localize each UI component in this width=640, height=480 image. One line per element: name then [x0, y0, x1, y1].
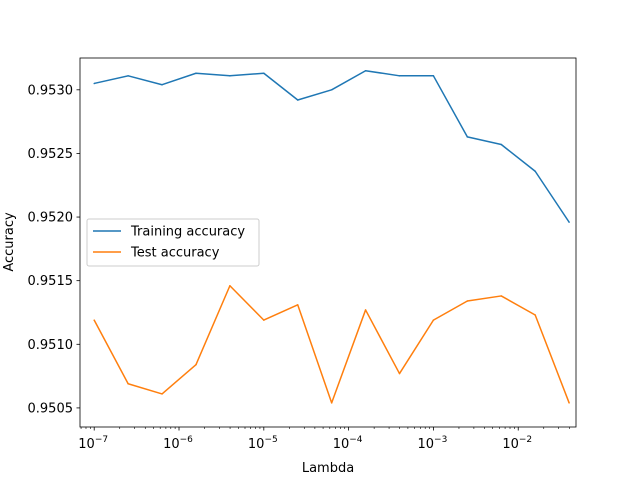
data-point: [229, 75, 231, 77]
y-tick-label: 0.9520: [28, 211, 74, 226]
x-tick-label: 10−4: [333, 435, 363, 452]
x-tick-label: 10−7: [78, 435, 108, 452]
legend-box: [86, 218, 260, 267]
data-point: [500, 295, 503, 297]
data-point: [568, 221, 570, 223]
y-tick-label: 0.9525: [28, 147, 74, 162]
data-point: [161, 83, 163, 86]
data-point: [127, 75, 129, 77]
data-point: [568, 402, 570, 404]
data-point: [93, 319, 95, 321]
x-axis-label: Lambda: [302, 461, 354, 476]
data-point: [195, 72, 197, 75]
plot-frame: [79, 57, 577, 428]
data-point: [296, 99, 299, 101]
data-point: [263, 319, 265, 321]
legend-item: Test accuracy: [93, 246, 220, 261]
data-point: [330, 402, 333, 404]
data-point: [330, 89, 333, 91]
y-axis-ticks: 0.9505 0.9510 0.9515 0.9520 0.9525 0.9530: [28, 83, 80, 416]
y-tick-label: 0.9510: [28, 338, 74, 353]
x-axis-ticks: 10−7 10−6 10−5 10−4 10−3 10−2: [78, 427, 532, 452]
legend-label: Training accuracy: [130, 225, 245, 240]
x-tick-label: 10−6: [163, 435, 193, 452]
data-point: [500, 143, 503, 146]
x-tick-label: 10−5: [248, 435, 278, 452]
data-point: [161, 393, 163, 395]
data-point: [432, 319, 435, 321]
y-tick-label: 0.9515: [28, 274, 74, 289]
y-tick-label: 0.9505: [28, 401, 74, 416]
data-point: [364, 309, 367, 311]
data-point: [466, 136, 469, 138]
y-axis-label: Accuracy: [2, 212, 17, 272]
data-point: [229, 285, 231, 287]
legend: Training accuracy Test accuracy: [86, 218, 260, 267]
data-point: [263, 72, 265, 75]
data-point: [398, 75, 401, 77]
x-tick-label: 10−3: [418, 435, 448, 452]
legend-item: Training accuracy: [93, 225, 245, 240]
data-point: [127, 382, 129, 385]
data-point: [398, 372, 401, 375]
data-point: [534, 170, 536, 172]
data-point: [195, 363, 197, 366]
data-point: [432, 75, 435, 77]
x-tick-label: 10−2: [502, 435, 532, 452]
legend-label: Test accuracy: [130, 246, 220, 261]
data-point: [296, 304, 299, 306]
data-point: [93, 82, 95, 85]
series-layer: [93, 69, 570, 404]
data-point: [364, 69, 367, 72]
y-tick-label: 0.9530: [28, 83, 74, 98]
series-test-accuracy: [93, 285, 570, 404]
data-point: [466, 300, 469, 302]
data-point: [534, 314, 536, 316]
series-training-accuracy: [93, 69, 570, 223]
